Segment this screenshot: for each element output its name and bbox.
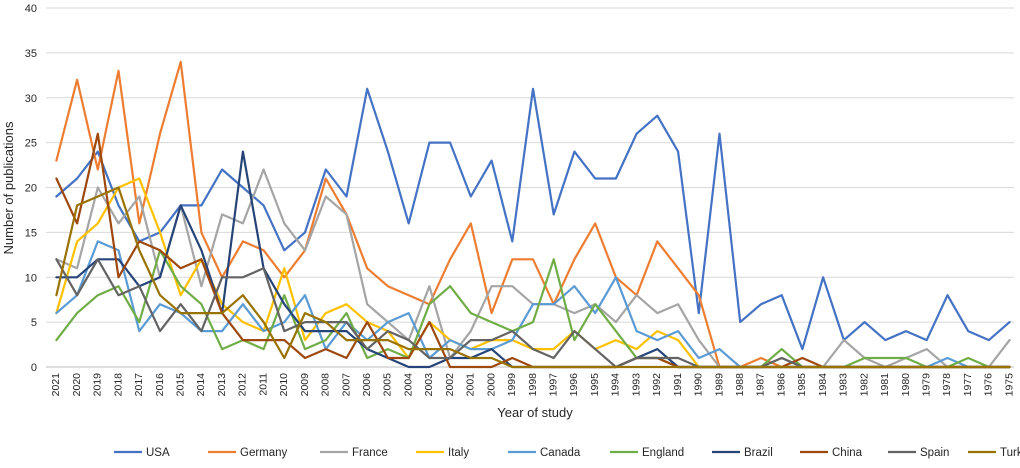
y-tick-label: 40 — [25, 3, 37, 15]
x-tick-label: 2007 — [340, 373, 352, 397]
x-tick-label: 1999 — [506, 373, 518, 397]
x-tick-label: 1976 — [983, 373, 995, 397]
legend-item-france[interactable]: France — [320, 447, 388, 459]
legend-label: Germany — [240, 447, 288, 459]
x-tick-label: 2015 — [174, 373, 186, 397]
x-tick-label: 2020 — [71, 373, 83, 397]
x-tick-label: 2008 — [320, 373, 332, 397]
x-tick-label: 1981 — [879, 373, 891, 397]
x-tick-label: 2012 — [237, 373, 249, 397]
legend-label: Turkey — [1000, 447, 1020, 459]
x-tick-label: 1995 — [589, 373, 601, 397]
x-tick-label: 1987 — [755, 373, 767, 397]
x-tick-label: 1975 — [1003, 373, 1015, 397]
y-tick-label: 15 — [25, 227, 37, 239]
series-line-usa — [55, 87, 1011, 351]
y-axis-title: Number of publications — [1, 121, 16, 254]
y-tick-label: 25 — [25, 138, 37, 150]
x-tick-label: 1986 — [775, 373, 787, 397]
series-line-turkey — [55, 186, 1011, 369]
legend[interactable]: USA Germany France Italy Canada England Brazil… — [114, 447, 1020, 459]
x-tick-label: 2003 — [423, 373, 435, 397]
legend-item-turkey[interactable]: Turkey — [968, 447, 1020, 459]
x-tick-label: 1983 — [838, 373, 850, 397]
x-tick-label: 2018 — [112, 373, 124, 397]
x-tick-label: 2005 — [382, 373, 394, 397]
x-tick-label: 1984 — [817, 373, 829, 397]
x-tick-label: 1979 — [921, 373, 933, 397]
series-line-france — [55, 168, 1011, 369]
legend-label: USA — [146, 447, 170, 459]
legend-label: Italy — [448, 447, 469, 459]
legend-item-italy[interactable]: Italy — [416, 447, 469, 459]
x-tick-label: 2016 — [154, 373, 166, 397]
x-tick-label: 1996 — [568, 373, 580, 397]
legend-item-germany[interactable]: Germany — [208, 447, 288, 459]
x-tick-label: 1977 — [962, 373, 974, 397]
x-tick-label: 2006 — [361, 373, 373, 397]
legend-item-england[interactable]: England — [610, 447, 684, 459]
legend-item-usa[interactable]: USA — [114, 447, 170, 459]
x-tick-label: 2002 — [444, 373, 456, 397]
x-tick-label: 1992 — [651, 373, 663, 397]
x-tick-label: 2011 — [257, 373, 269, 396]
x-tick-label: 2000 — [485, 373, 497, 397]
x-tick-label: 2014 — [195, 373, 207, 397]
series-line-england — [55, 249, 1011, 369]
x-axis-title: Year of study — [497, 405, 573, 420]
x-tick-label: 1982 — [858, 373, 870, 397]
x-tick-label: 2013 — [216, 373, 228, 397]
y-tick-label: 20 — [25, 183, 37, 195]
legend-label: Spain — [920, 447, 949, 459]
x-tick-label: 2009 — [299, 373, 311, 397]
y-tick-labels: 0 5 10 15 20 25 30 35 40 — [25, 3, 37, 374]
y-tick-label: 30 — [25, 93, 37, 105]
legend-item-brazil[interactable]: Brazil — [712, 447, 773, 459]
series-line-china — [55, 132, 1011, 369]
x-tick-label: 2021 — [50, 373, 62, 397]
x-tick-label: 1997 — [548, 373, 560, 397]
y-tick-label: 10 — [25, 272, 37, 284]
x-tick-label: 1985 — [796, 373, 808, 397]
x-tick-label: 1989 — [713, 373, 725, 397]
x-tick-label: 1978 — [941, 373, 953, 397]
x-tick-label: 1988 — [734, 373, 746, 397]
x-tick-label: 2010 — [278, 373, 290, 397]
series-lines — [55, 60, 1011, 369]
x-tick-label: 2004 — [402, 373, 414, 397]
x-tick-label: 2017 — [133, 373, 145, 397]
legend-label: Brazil — [744, 447, 773, 459]
x-tick-label: 1994 — [610, 373, 622, 397]
x-tick-label: 2001 — [465, 373, 477, 397]
y-tick-label: 5 — [31, 317, 37, 329]
legend-label: China — [832, 447, 863, 459]
x-tick-label: 1990 — [693, 373, 705, 397]
legend-label: Canada — [540, 447, 581, 459]
legend-item-spain[interactable]: Spain — [888, 447, 949, 459]
legend-item-china[interactable]: China — [800, 447, 863, 459]
x-tick-label: 1993 — [630, 373, 642, 397]
y-tick-label: 0 — [31, 362, 37, 374]
legend-item-canada[interactable]: Canada — [508, 447, 581, 459]
x-tick-label: 2019 — [92, 373, 104, 397]
legend-label: France — [352, 447, 388, 459]
x-tick-labels: 2021 2020 2019 2018 2017 2016 2015 2014 2013 2012… — [50, 373, 1015, 397]
y-tick-label: 35 — [25, 48, 37, 60]
x-tick-label: 1980 — [900, 373, 912, 397]
x-tick-label: 1998 — [527, 373, 539, 397]
legend-label: England — [642, 447, 684, 459]
x-tick-label: 1991 — [672, 373, 684, 397]
